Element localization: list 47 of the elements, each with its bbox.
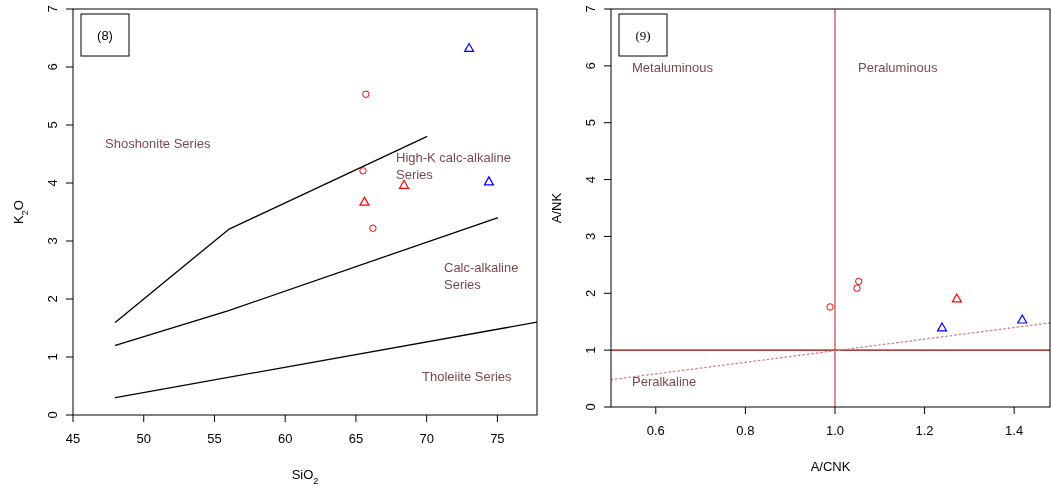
annotation: Shoshonite Series	[105, 136, 212, 151]
point	[483, 176, 494, 186]
annotation: Peraluminous	[858, 60, 938, 75]
y-tick-label: 2	[583, 289, 598, 297]
y-tick-label: 5	[583, 119, 598, 127]
y-tick-label: 3	[583, 232, 598, 241]
y-tick-label: 0	[583, 403, 598, 411]
x-axis-title: A/CNK	[810, 459, 851, 474]
annotation: High-K calc-alkaline Series	[396, 150, 511, 182]
y-tick-label: 2	[45, 295, 60, 303]
y-tick-label: 6	[45, 63, 60, 71]
y-tick-label: 7	[583, 5, 598, 13]
x-axis-title: SiO$_{2}$	[291, 467, 319, 486]
x-tick-label: 1.4	[1005, 423, 1024, 438]
point	[359, 196, 370, 206]
x-tick-label: 60	[277, 431, 293, 446]
x-tick-label: 65	[348, 431, 364, 446]
x-tick-label: 70	[419, 431, 434, 446]
point	[398, 179, 410, 189]
annotation: Tholeiite Series	[422, 369, 513, 384]
point	[359, 167, 367, 175]
x-tick-label: 55	[207, 431, 222, 446]
y-tick-label: 7	[45, 5, 60, 13]
text: (8)	[97, 28, 113, 43]
point	[464, 42, 475, 53]
x-tick-label: 0.8	[736, 423, 755, 438]
y-tick-label: 6	[583, 62, 598, 70]
x-tick-label: 50	[136, 431, 151, 446]
x-tick-label: 75	[490, 431, 505, 446]
x-tick-label: 0.6	[646, 423, 665, 438]
y-axis-title: A/NK	[549, 192, 564, 224]
annotation: Peralkaline	[632, 374, 697, 389]
annotation: Calc-alkaline Series	[444, 260, 519, 292]
y-tick-label: 4	[45, 179, 60, 187]
y-tick-label: 3	[45, 237, 60, 245]
point	[369, 224, 377, 232]
point	[362, 90, 370, 98]
y-tick-label: 0	[45, 411, 60, 419]
y-tick-label: 1	[583, 346, 598, 354]
text: (9)	[635, 28, 651, 43]
x-tick-label: 1.0	[825, 423, 845, 438]
y-tick-label: 4	[583, 175, 598, 184]
x-tick-label: 45	[65, 431, 81, 446]
y-tick-label: 1	[45, 353, 60, 361]
x-tick-label: 1.2	[915, 423, 934, 438]
annotation: Metaluminous	[632, 60, 714, 75]
y-tick-label: 5	[45, 121, 60, 129]
